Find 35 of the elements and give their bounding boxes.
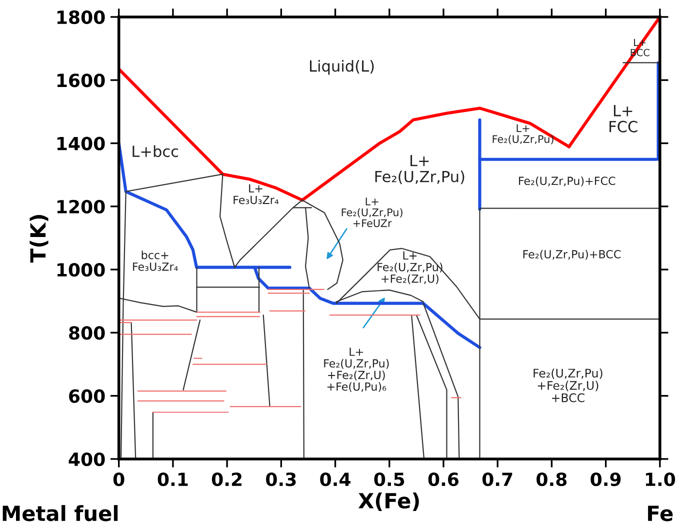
y-tick-label: 400 — [68, 452, 105, 466]
y-axis-title: T(K) — [30, 215, 48, 263]
text: Fe — [648, 506, 673, 522]
annotation: L+ Fe₃U₃Zr₄ — [234, 184, 279, 204]
y-tick-label: 800 — [69, 326, 105, 340]
x-tick-label: 0.2 — [212, 472, 242, 486]
text: Metal fuel — [2, 505, 118, 522]
annotation: L+ Fe₂(U,Zr,Pu) +Fe₂(Zr,U) +Fe(U,Pu)₆ — [324, 348, 389, 392]
annotation: L+ Fe₂(U,Zr,Pu) — [375, 155, 464, 184]
x-tick-label: 0.1 — [158, 472, 188, 486]
y-tick-label: 1400 — [57, 136, 105, 150]
x-tick-label: 0.8 — [536, 472, 567, 486]
annotation: L+ Fe₂(U,Zr,Pu) — [492, 124, 554, 144]
annotation: Fe₂(U,Zr,Pu) +Fe₂(Zr,U) +BCC — [534, 368, 602, 402]
x-tick-label: 1.0 — [646, 472, 676, 486]
x-tick-label: 0.7 — [482, 472, 512, 486]
annotation: Fe₂(U,Zr,Pu)+FCC — [518, 176, 616, 186]
annotation: bcc+ Fe₃U₃Zr₄ — [133, 250, 178, 271]
annotation: Fe₂(U,Zr,Pu)+BCC — [523, 250, 621, 260]
y-tick-label: 1800 — [57, 10, 105, 24]
x-tick-label: 0.5 — [374, 472, 404, 486]
x-tick-label: 0.9 — [590, 472, 621, 486]
x-axis-title: X(Fe) — [358, 492, 419, 512]
y-tick-label: 600 — [69, 389, 105, 403]
x-tick-label: 0.6 — [428, 472, 459, 486]
annotation: Liquid(L) — [310, 60, 374, 75]
annotation: L+bcc — [132, 145, 178, 158]
y-tick-label: 1000 — [57, 263, 105, 277]
x-tick-label: 0.4 — [320, 472, 350, 486]
y-tick-label: 1200 — [57, 200, 105, 214]
x-tick-label: 0.3 — [266, 472, 296, 486]
annotation: L+ Fe₂(U,Zr,Pu) +FeUZr — [342, 198, 402, 228]
x-tick-label: 0 — [113, 472, 124, 486]
y-tick-label: 1600 — [57, 74, 105, 88]
annotation: L+ FCC — [610, 105, 638, 132]
